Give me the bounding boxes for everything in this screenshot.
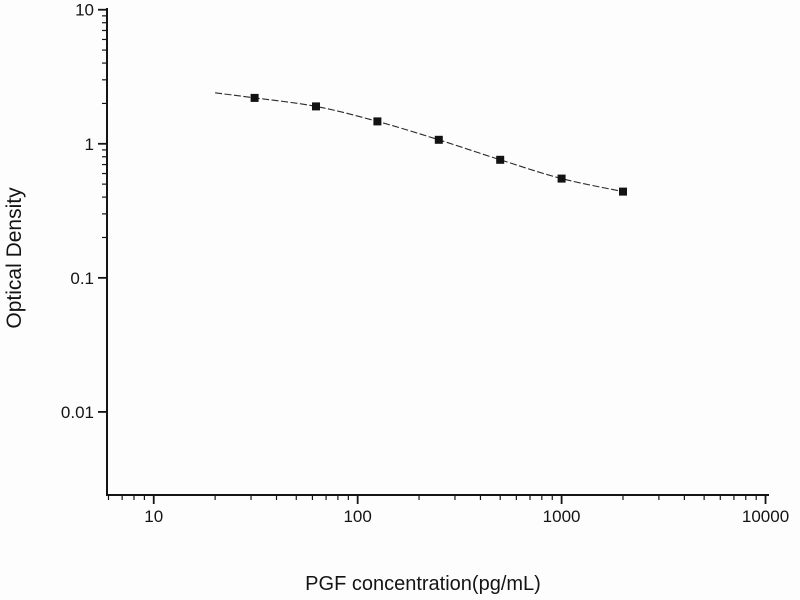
data-point-marker bbox=[373, 117, 382, 126]
tick-labels-layer: 10 100 1000 10000 10 1 0.1 0.01 bbox=[61, 1, 789, 526]
data-point-marker bbox=[312, 102, 320, 111]
data-point-marker bbox=[496, 155, 505, 164]
data-point-marker bbox=[250, 93, 259, 102]
y-axis-title: Optical Density bbox=[3, 187, 26, 329]
axes-layer bbox=[106, 8, 769, 496]
x-tick-label: 10 bbox=[144, 507, 163, 526]
ticks-layer bbox=[98, 8, 767, 504]
y-tick-label: 10 bbox=[75, 1, 94, 20]
y-tick-label: 0.01 bbox=[61, 403, 94, 422]
x-tick-label: 10000 bbox=[742, 507, 789, 526]
x-tick-label: 1000 bbox=[543, 507, 581, 526]
fit-curve-line bbox=[215, 92, 624, 193]
x-axis-title: PGF concentration(pg/mL) bbox=[305, 573, 541, 595]
y-tick-label: 0.1 bbox=[70, 269, 94, 288]
data-point-marker bbox=[557, 174, 566, 183]
x-tick-label: 100 bbox=[343, 507, 371, 526]
data-point-marker bbox=[434, 135, 443, 144]
data-point-marker bbox=[619, 187, 627, 196]
data-series-layer bbox=[215, 92, 627, 196]
y-tick-label: 1 bbox=[85, 135, 94, 154]
